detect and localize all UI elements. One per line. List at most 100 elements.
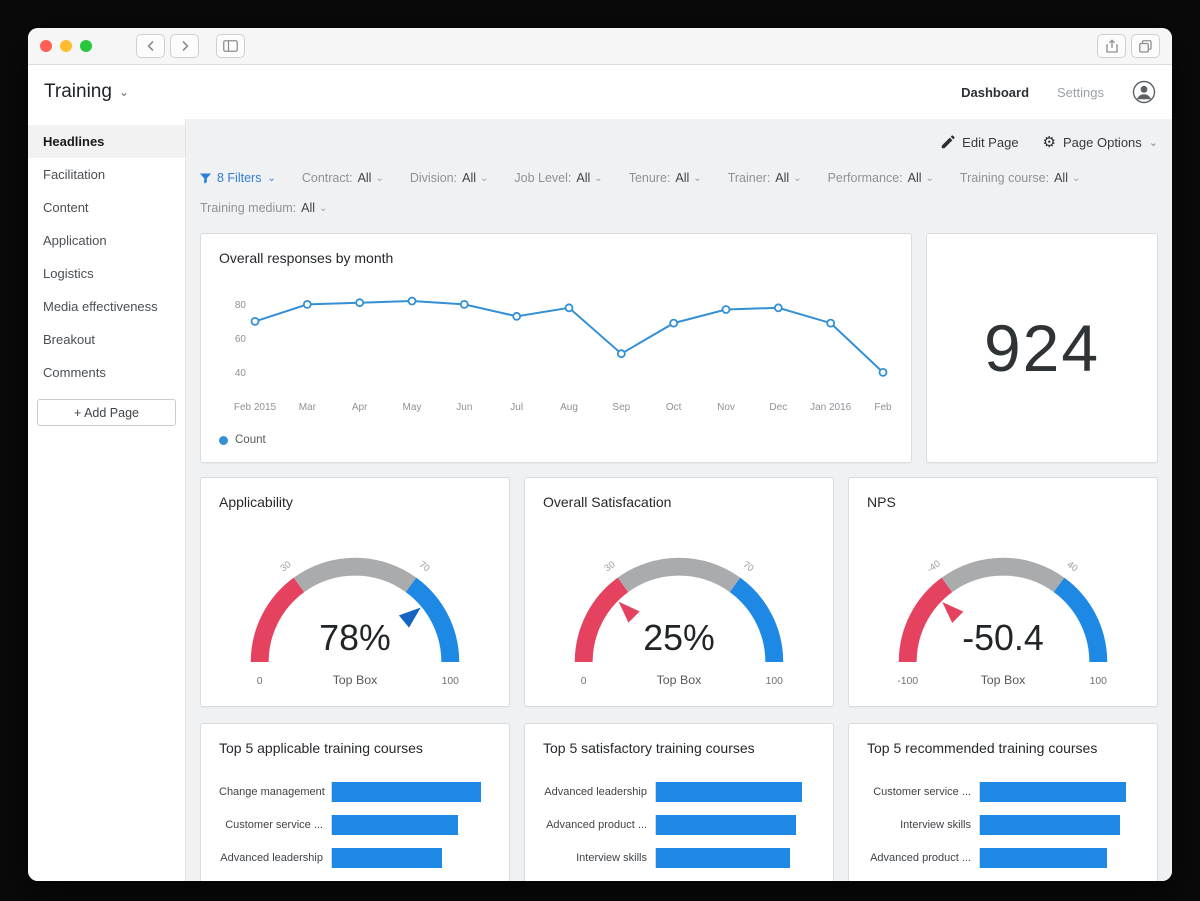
svg-text:78%: 78%: [319, 618, 391, 658]
nav-settings[interactable]: Settings: [1057, 84, 1104, 100]
filter-chip-performance[interactable]: Performance: All ⌄: [828, 171, 934, 185]
window-controls: [40, 40, 92, 52]
bar: [656, 782, 803, 802]
edit-page-button[interactable]: Edit Page: [941, 135, 1019, 150]
gauge-chart: -40 40 -50.4 Top Box -100 100: [867, 510, 1139, 690]
filter-label: Trainer:: [727, 171, 771, 185]
chevron-down-icon: ⌄: [319, 202, 328, 214]
filter-chip-training-course[interactable]: Training course: All ⌄: [960, 171, 1080, 185]
chevron-down-icon: ⌄: [267, 172, 276, 184]
legend-count-label: Count: [235, 434, 266, 446]
tabs-overview-button[interactable]: [1131, 34, 1160, 58]
filter-funnel-icon: [200, 173, 211, 183]
filter-label: Contract:: [301, 171, 353, 185]
pencil-icon: [941, 135, 955, 149]
total-responses-card: 924: [926, 233, 1158, 463]
svg-text:100: 100: [442, 676, 460, 687]
bar: [332, 815, 458, 835]
filter-chip-contract[interactable]: Contract: All ⌄: [302, 171, 384, 185]
share-button[interactable]: [1097, 34, 1126, 58]
bar-chart-title: Top 5 recommended training courses: [867, 740, 1098, 756]
svg-text:70: 70: [417, 559, 432, 574]
bar: [332, 848, 442, 868]
dashboard-title-menu[interactable]: Training ⌄: [44, 81, 129, 103]
svg-text:80: 80: [235, 300, 247, 311]
svg-text:30: 30: [602, 559, 617, 574]
svg-text:40: 40: [235, 368, 247, 379]
share-icon: [1105, 39, 1118, 53]
sidebar-item-breakout[interactable]: Breakout: [43, 332, 96, 347]
bar-label: Change management: [219, 786, 325, 798]
bar-track: [331, 782, 491, 802]
sidebar-item-logistics[interactable]: Logistics: [43, 266, 94, 281]
svg-text:Jul: Jul: [510, 402, 523, 413]
sidebar-item-content[interactable]: Content: [43, 200, 89, 215]
nav-dashboard[interactable]: Dashboard: [961, 84, 1030, 100]
bar-row: Advanced leadership: [219, 848, 491, 868]
svg-text:0: 0: [581, 676, 587, 687]
svg-text:40: 40: [1065, 559, 1080, 574]
svg-text:Jan 2016: Jan 2016: [810, 402, 852, 413]
filter-value: All: [775, 171, 790, 185]
widget-row-2: Applicability 30 70 78% Top Box 0 100 Overall S…: [200, 477, 1158, 707]
chevron-down-icon: ⌄: [1072, 172, 1081, 184]
minimize-window-button[interactable]: [60, 40, 72, 52]
gauge-plot: 30 70 78% Top Box 0 100: [250, 558, 460, 687]
filter-chip-trainer[interactable]: Trainer: All ⌄: [728, 171, 802, 185]
filters-summary-button[interactable]: 8 Filters ⌄: [200, 171, 276, 185]
bar-row: Change management: [219, 782, 491, 802]
svg-text:Mar: Mar: [299, 402, 317, 413]
bar: [656, 848, 790, 868]
bar-chart: Advanced leadership Advanced product ... I…: [543, 782, 815, 868]
svg-text:-40: -40: [925, 558, 942, 575]
sidebar-item-facilitation[interactable]: Facilitation: [43, 167, 106, 182]
line-chart-legend: Count: [219, 434, 893, 446]
bar-track: [655, 782, 815, 802]
svg-text:Sep: Sep: [612, 402, 630, 413]
bar-chart-card-top-5-satisfactory-training-courses: Top 5 satisfactory training courses Advan…: [524, 723, 834, 881]
filter-chip-training-medium[interactable]: Training medium: All ⌄: [200, 201, 327, 215]
filter-label: Training course:: [959, 171, 1050, 185]
sidebar-item-headlines[interactable]: Headlines: [28, 125, 185, 158]
chevron-left-icon: [146, 40, 154, 52]
sidebar-panel-icon: [223, 40, 238, 52]
sidebar-item-media-effectiveness[interactable]: Media effectiveness: [43, 299, 158, 314]
add-page-button[interactable]: + Add Page: [37, 399, 176, 426]
filter-label: Tenure:: [628, 171, 671, 185]
svg-text:Aug: Aug: [560, 402, 578, 413]
forward-button[interactable]: [170, 34, 199, 58]
svg-text:Feb: Feb: [874, 402, 892, 413]
user-avatar-icon[interactable]: [1132, 80, 1156, 104]
bar-chart-card-top-5-recommended-training-courses: Top 5 recommended training courses Custom…: [848, 723, 1158, 881]
sidebar-item-comments[interactable]: Comments: [43, 365, 106, 380]
bar-track: [331, 848, 491, 868]
sidebar-list: Headlines Facilitation Content Application L…: [28, 125, 185, 389]
bar-label: Customer service ...: [873, 786, 971, 798]
gauge-title: Applicability: [219, 494, 293, 510]
filter-chip-division[interactable]: Division: All ⌄: [410, 171, 489, 185]
svg-text:60: 60: [235, 334, 247, 345]
filter-label: Job Level:: [514, 171, 572, 185]
svg-text:May: May: [403, 402, 422, 413]
zoom-window-button[interactable]: [80, 40, 92, 52]
close-window-button[interactable]: [40, 40, 52, 52]
sidebar-item-application[interactable]: Application: [43, 233, 107, 248]
filter-value: All: [1054, 171, 1068, 185]
bar: [332, 782, 482, 802]
bar-row: Interview skills: [867, 815, 1139, 835]
back-button[interactable]: [136, 34, 165, 58]
bar-track: [655, 848, 815, 868]
svg-text:25%: 25%: [643, 618, 715, 658]
bar-chart-title: Top 5 satisfactory training courses: [543, 740, 755, 756]
svg-text:-50.4: -50.4: [962, 618, 1043, 658]
filter-chip-tenure[interactable]: Tenure: All ⌄: [629, 171, 702, 185]
page-options-button[interactable]: ⚙ Page Options ⌄: [1043, 133, 1158, 151]
responses-line-plot: 40 60 80 Feb 2015 Mar Apr May Jun Jul Aug Sep Oct No…: [234, 296, 892, 413]
svg-text:Top Box: Top Box: [981, 673, 1027, 687]
sidebar-toggle-button[interactable]: [216, 34, 245, 58]
svg-text:70: 70: [741, 559, 756, 574]
svg-text:Feb 2015: Feb 2015: [234, 402, 277, 413]
filter-chip-job-level[interactable]: Job Level: All ⌄: [514, 171, 602, 185]
bar: [980, 782, 1127, 802]
